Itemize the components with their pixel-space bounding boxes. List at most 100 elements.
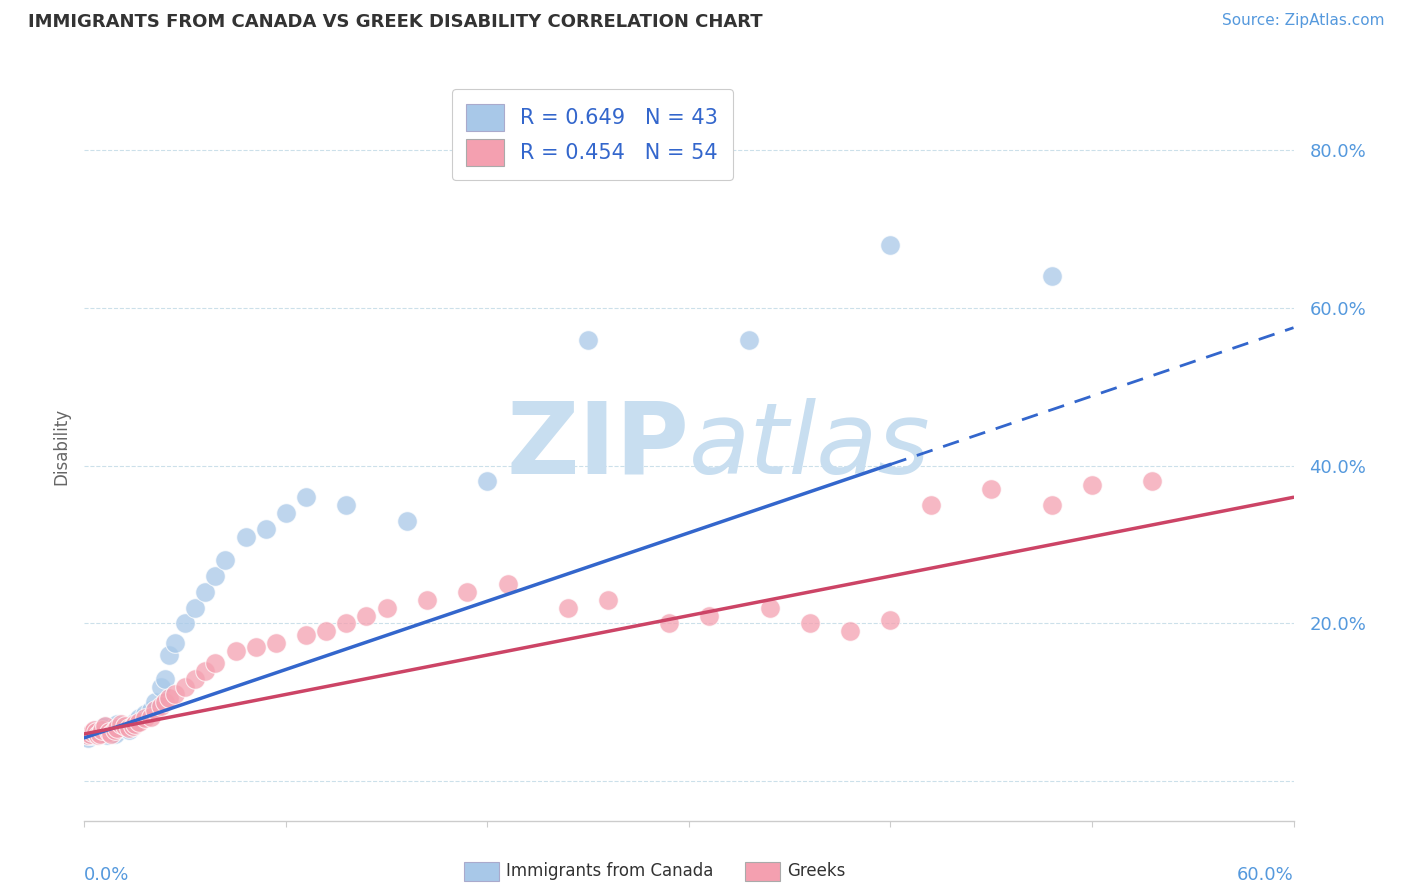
Point (86, 725, 108, 739)
Point (557, 600, 579, 615)
Point (157, 691, 180, 706)
Point (91, 721, 114, 735)
Text: 60.0%: 60.0% (1237, 865, 1294, 884)
Point (139, 709, 162, 723)
Point (97, 725, 120, 739)
Text: IMMIGRANTS FROM CANADA VS GREEK DISABILITY CORRELATION CHART: IMMIGRANTS FROM CANADA VS GREEK DISABILI… (28, 13, 762, 31)
Point (134, 711, 156, 725)
Point (477, 475, 499, 489)
Point (139, 703, 162, 717)
Point (335, 498, 357, 512)
Point (97, 725, 120, 739)
Point (105, 721, 128, 735)
Text: atlas: atlas (689, 398, 931, 494)
Point (153, 672, 176, 686)
Point (100, 727, 122, 741)
Point (335, 616, 357, 631)
Point (100, 723, 122, 737)
Point (456, 585, 478, 599)
Point (184, 600, 207, 615)
Point (879, 613, 901, 627)
Point (980, 483, 1002, 497)
Text: Immigrants from Canada: Immigrants from Canada (506, 863, 713, 880)
Point (496, 577, 519, 591)
Point (118, 723, 141, 737)
Point (77, 731, 100, 745)
Point (96, 729, 118, 743)
Point (82, 725, 104, 739)
Point (104, 727, 127, 741)
Point (114, 721, 136, 735)
Point (165, 688, 187, 702)
Point (105, 717, 128, 731)
Y-axis label: Disability: Disability (52, 408, 70, 484)
Point (143, 695, 166, 709)
Point (245, 640, 267, 654)
Text: Greeks: Greeks (787, 863, 846, 880)
Text: Source: ZipAtlas.com: Source: ZipAtlas.com (1222, 13, 1385, 29)
Point (1142, 475, 1164, 489)
Point (225, 644, 247, 658)
Point (264, 636, 287, 650)
Point (153, 695, 176, 709)
Point (91, 723, 114, 737)
Point (356, 608, 378, 623)
Point (295, 490, 318, 504)
Point (920, 498, 942, 512)
Point (839, 624, 862, 639)
Point (1081, 478, 1104, 492)
Point (1040, 498, 1063, 512)
Point (83, 723, 105, 737)
Point (214, 553, 236, 567)
Point (184, 672, 207, 686)
Point (87, 729, 110, 743)
Point (576, 333, 599, 347)
Point (114, 719, 136, 733)
Point (879, 238, 901, 252)
Point (77, 729, 100, 743)
Point (194, 664, 217, 678)
Point (165, 636, 187, 650)
Point (93, 719, 115, 733)
Point (143, 703, 166, 717)
Point (204, 656, 226, 670)
Point (375, 600, 398, 615)
Point (87, 727, 110, 741)
Point (121, 719, 143, 733)
Point (174, 680, 197, 694)
Point (174, 616, 197, 631)
Point (121, 719, 143, 733)
Point (82, 729, 104, 743)
Point (697, 608, 720, 623)
Point (157, 648, 180, 662)
Point (110, 717, 132, 731)
Point (149, 699, 172, 714)
Point (235, 530, 257, 544)
Point (598, 592, 620, 607)
Point (124, 714, 146, 729)
Point (128, 714, 150, 729)
Point (124, 717, 146, 731)
Point (79, 727, 101, 741)
Point (254, 522, 277, 536)
Point (1040, 269, 1063, 284)
Point (93, 719, 115, 733)
Point (128, 711, 150, 725)
Point (134, 707, 156, 722)
Point (104, 723, 127, 737)
Point (315, 624, 337, 639)
Point (89, 724, 111, 739)
Point (395, 514, 418, 528)
Point (758, 600, 780, 615)
Point (86, 723, 108, 737)
Point (295, 628, 318, 642)
Point (118, 721, 141, 735)
Point (110, 719, 132, 733)
Point (89, 727, 111, 741)
Point (658, 616, 681, 631)
Text: ZIP: ZIP (506, 398, 689, 494)
Point (83, 725, 105, 739)
Point (799, 616, 821, 631)
Point (149, 680, 172, 694)
Legend: R = 0.649   N = 43, R = 0.454   N = 54: R = 0.649 N = 43, R = 0.454 N = 54 (451, 89, 733, 180)
